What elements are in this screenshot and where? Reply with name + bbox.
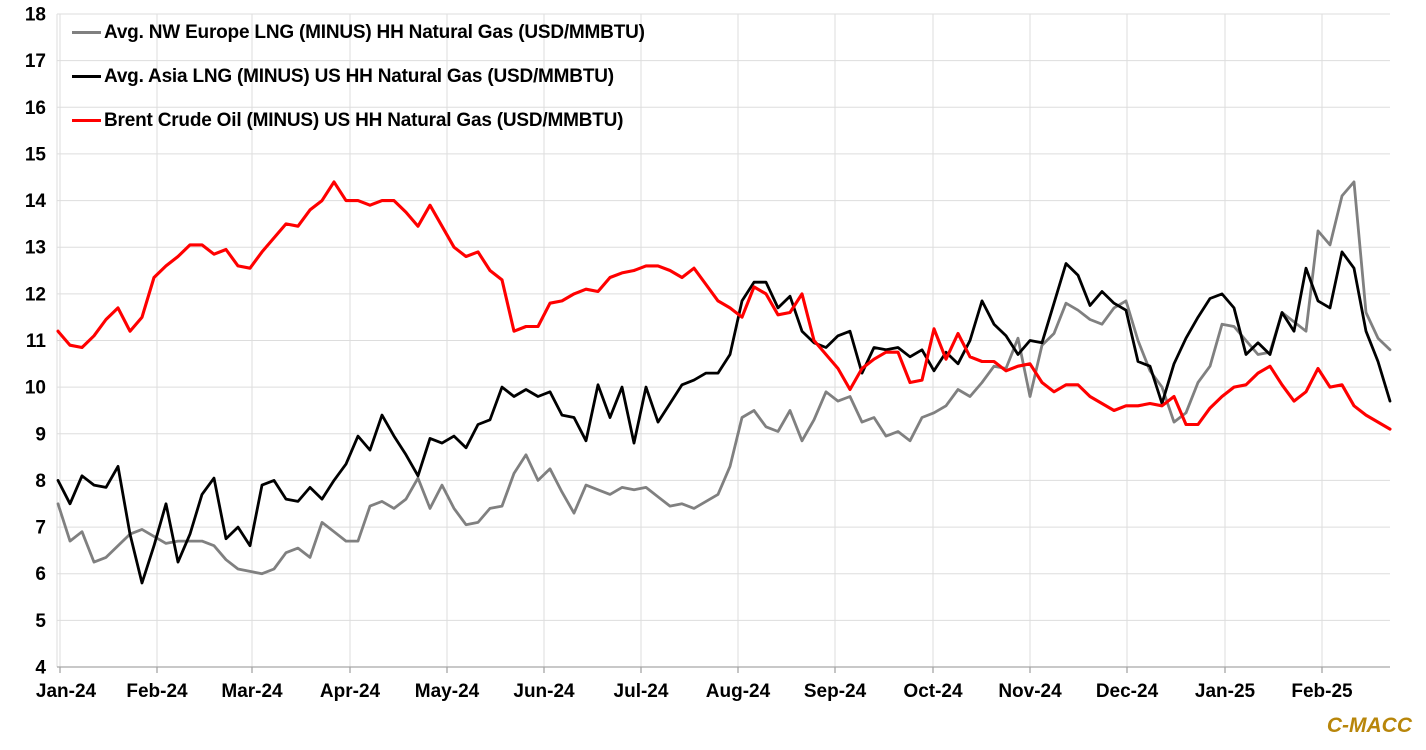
x-tick-label: Dec-24 [1096,681,1159,702]
y-tick-label: 7 [35,518,46,539]
legend: Avg. NW Europe LNG (MINUS) HH Natural Ga… [72,22,645,131]
y-tick-label: 5 [35,611,46,632]
legend-line-gray-icon [72,30,101,35]
x-tick-label: Feb-24 [126,681,188,702]
y-tick-label: 14 [25,191,47,212]
x-tick-label: May-24 [415,681,480,702]
gridlines [56,13,1390,667]
legend-label-brent: Brent Crude Oil (MINUS) US HH Natural Ga… [104,109,624,131]
x-tick-label: Sep-24 [804,681,867,702]
y-tick-label: 16 [25,98,46,119]
legend-line-black-icon [72,74,101,79]
legend-line-red-icon [72,118,101,123]
x-axis-labels: Jan-24 Feb-24 Mar-24 Apr-24 May-24 Jun-24 Jul-… [36,681,1353,702]
y-tick-label: 4 [35,658,46,679]
series-line-asia-lng [56,250,1392,585]
y-tick-label: 17 [25,51,46,72]
legend-item-asia: Avg. Asia LNG (MINUS) US HH Natural Gas … [72,66,645,87]
y-tick-label: 13 [25,238,46,259]
y-tick-label: 15 [25,144,47,165]
x-tick-label: Jan-24 [36,681,97,702]
y-tick-label: 10 [25,378,46,399]
axes [57,666,1390,673]
x-tick-label: Jan-25 [1195,681,1256,702]
legend-label-nw-europe: Avg. NW Europe LNG (MINUS) HH Natural Ga… [104,21,645,43]
y-axis-labels: 18 17 16 15 14 13 12 11 10 9 8 7 6 5 4 [25,5,47,679]
y-tick-label: 18 [25,5,46,26]
y-tick-label: 11 [26,331,47,352]
legend-item-brent: Brent Crude Oil (MINUS) US HH Natural Ga… [72,110,645,131]
legend-item-nw-europe: Avg. NW Europe LNG (MINUS) HH Natural Ga… [72,22,645,43]
x-tick-label: Apr-24 [320,681,381,702]
x-tick-label: Nov-24 [998,681,1062,702]
x-tick-label: Mar-24 [221,681,283,702]
x-tick-label: Feb-25 [1291,681,1353,702]
watermark-cmacc: C-MACC [1326,714,1412,737]
x-tick-label: Jul-24 [614,681,669,702]
y-tick-label: 8 [35,471,46,492]
x-tick-label: Aug-24 [706,681,771,702]
series-line-brent-crude [56,180,1392,431]
legend-label-asia: Avg. Asia LNG (MINUS) US HH Natural Gas … [104,65,614,87]
y-tick-label: 12 [25,284,46,305]
y-tick-label: 9 [35,424,46,445]
series-line-nw-europe-lng [56,180,1392,576]
x-tick-label: Oct-24 [903,681,963,702]
y-tick-label: 6 [35,564,46,585]
x-tick-label: Jun-24 [513,681,575,702]
